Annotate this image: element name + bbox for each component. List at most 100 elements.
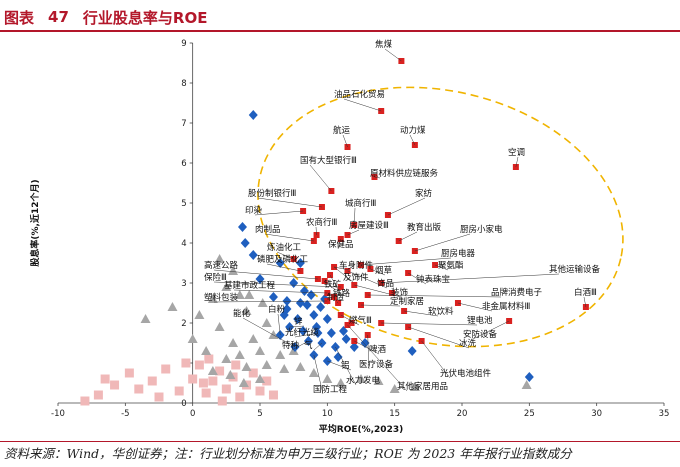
blue-diamond-point — [295, 258, 305, 268]
pink-square-point — [221, 384, 231, 394]
gray-triangle-point — [244, 290, 255, 299]
annotation-leader-line — [335, 346, 357, 386]
scatter-chart: -10-5051015202530350123456789平均ROE(%,202… — [29, 39, 670, 435]
annotation-label: 保险Ⅲ — [204, 272, 227, 283]
annotation-label: 光纤光缆 — [285, 327, 320, 338]
red-square-point — [331, 294, 338, 300]
pink-square-point — [174, 386, 184, 396]
figure-title: 行业股息率与ROE — [82, 8, 208, 27]
gray-triangle-point — [194, 310, 205, 319]
annotation-label: 油品石化贸易 — [334, 89, 385, 100]
gray-triangle-point — [221, 354, 232, 363]
blue-diamond-point — [268, 292, 278, 302]
gray-triangle-point — [225, 370, 236, 379]
blue-diamond-point — [299, 286, 309, 296]
x-tick-label: 35 — [659, 409, 670, 419]
pink-square-point — [235, 392, 245, 402]
annotation-label: 钟表珠宝 — [416, 274, 450, 285]
annotation-leader-line — [398, 231, 418, 242]
annotation-label: 白酒Ⅲ — [574, 287, 597, 298]
annotation-label: 非金属材料Ⅲ — [482, 301, 531, 312]
y-tick-label: 9 — [181, 39, 186, 49]
annotation-leader-line — [213, 300, 328, 303]
x-tick-label: 20 — [457, 409, 468, 419]
annotation-label: 气 — [304, 340, 313, 351]
x-tick-label: 30 — [591, 409, 602, 419]
annotation-label: 其他运输设备 — [549, 264, 601, 275]
blue-diamond-point — [282, 304, 292, 314]
blue-diamond-point — [248, 110, 258, 120]
annotation-leader-line — [289, 325, 305, 328]
gray-triangle-point — [295, 362, 306, 371]
pink-square-point — [231, 360, 241, 370]
x-tick-label: -5 — [121, 409, 129, 419]
blue-diamond-point — [302, 300, 312, 310]
annotation-leader-line — [333, 266, 354, 283]
annotation-leader-line — [291, 340, 309, 351]
annotation-leader-line — [233, 289, 328, 294]
pink-square-point — [147, 376, 157, 386]
annotation-leader-line — [367, 294, 502, 298]
blue-diamond-point — [316, 302, 326, 312]
annotation-leader-line — [294, 332, 318, 338]
annotation-label: 饰品 — [377, 278, 394, 289]
blue-diamond-point — [341, 334, 351, 344]
annotation-label: 教育出版 — [407, 222, 442, 233]
annotation-leader-line — [409, 134, 416, 146]
pink-square-point — [215, 366, 225, 376]
red-square-point — [348, 320, 355, 326]
pink-square-point — [201, 388, 211, 398]
annotation-label: 航运 — [333, 125, 351, 136]
gray-triangle-point — [389, 384, 400, 393]
annotation-leader-line — [408, 326, 470, 349]
annotation-label: 房屋建设Ⅲ — [349, 220, 389, 231]
blue-diamond-point — [407, 346, 417, 356]
annotation-label: 白粉 — [268, 304, 286, 315]
annotation-leader-line — [457, 302, 493, 312]
y-tick-label: 6 — [181, 159, 186, 169]
annotation-leader-line — [336, 301, 339, 304]
annotation-leader-line — [343, 98, 382, 112]
annotation-leader-line — [213, 281, 341, 288]
gray-triangle-point — [207, 366, 218, 375]
gray-triangle-point — [373, 376, 384, 385]
annotation-leader-line — [266, 263, 301, 272]
blue-diamond-point — [237, 222, 247, 232]
blue-diamond-point — [289, 278, 299, 288]
annotation-leader-line — [414, 233, 471, 252]
annotation-leader-line — [264, 233, 314, 242]
gray-triangle-point — [241, 362, 252, 371]
annotation-leader-line — [347, 270, 388, 289]
annotation-leader-line — [408, 272, 427, 285]
blue-diamond-point — [282, 296, 292, 306]
annotation-label: 车身附件 — [339, 260, 374, 271]
red-square-point — [388, 290, 395, 296]
blue-diamond-point — [255, 274, 265, 284]
gray-triangle-point — [275, 350, 286, 359]
highlight-ellipse — [257, 86, 624, 348]
annotation-leader-line — [327, 360, 352, 371]
annotation-label: 水力发电 — [346, 375, 381, 386]
annotation-leader-line — [340, 314, 360, 326]
gray-triangle-point — [335, 378, 346, 387]
annotation-label: 农商行Ⅲ — [306, 217, 338, 228]
pink-square-point — [93, 390, 103, 400]
annotation-leader-line — [334, 266, 350, 271]
gray-triangle-point — [255, 346, 265, 355]
gray-triangle-point — [268, 330, 279, 339]
blue-diamond-point — [248, 250, 258, 260]
annotation-label: 软饮料 — [428, 306, 454, 317]
x-tick-label: -10 — [51, 409, 65, 419]
blue-diamond-point — [309, 310, 319, 320]
annotation-leader-line — [360, 304, 401, 307]
pink-square-point — [110, 380, 120, 390]
pink-square-point — [134, 384, 144, 394]
annotation-label: 厨房电器 — [441, 248, 476, 259]
x-tick-label: 0 — [190, 409, 195, 419]
annotation-label: 动力煤 — [400, 125, 426, 136]
annotation-label: 基建市政工程 — [224, 280, 276, 291]
pink-square-point — [268, 390, 278, 400]
annotation-label: 炼油化工 — [267, 242, 302, 253]
gray-triangle-point — [140, 314, 151, 323]
gray-triangle-point — [521, 380, 532, 389]
